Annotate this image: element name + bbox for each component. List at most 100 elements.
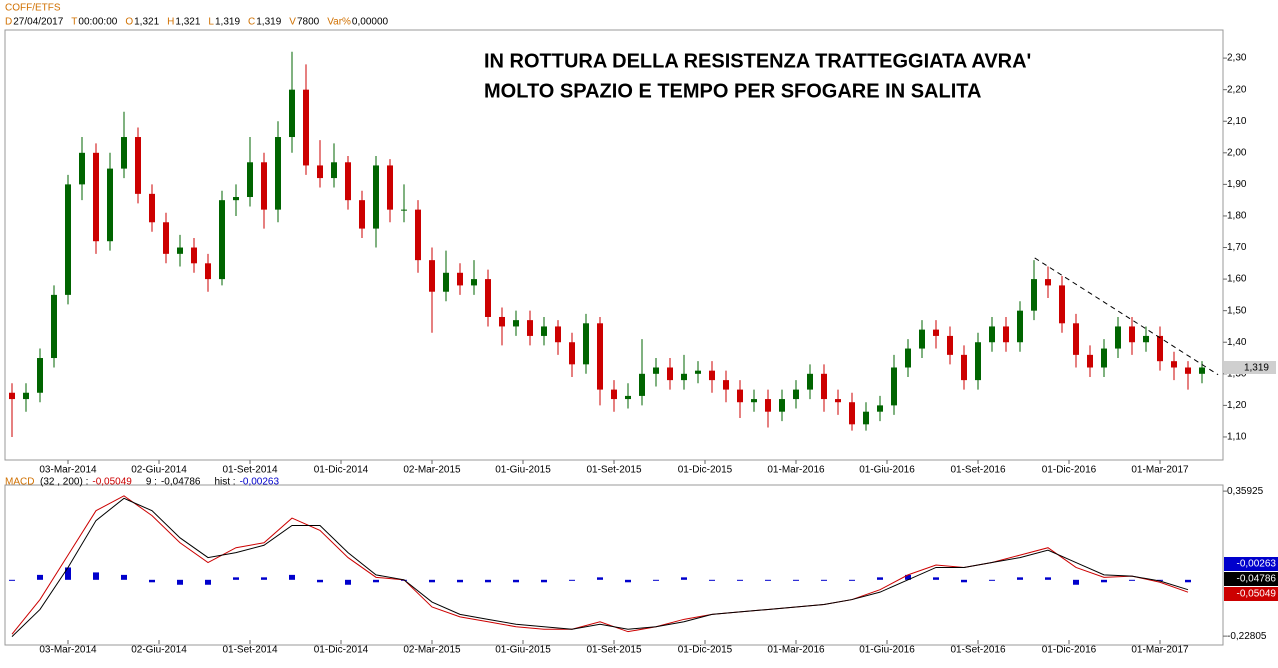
x-tick-label: 01-Set-2015 <box>586 645 641 656</box>
hist-bar <box>121 574 127 580</box>
hist-bar <box>1045 577 1051 580</box>
legend-value: -0,00263 <box>240 477 280 488</box>
x-tick-label: 01-Dic-2014 <box>314 645 369 656</box>
header-value: 1,321 <box>134 17 159 28</box>
hist-bar <box>653 579 659 581</box>
hist-bar <box>429 579 435 583</box>
hist-bar <box>737 579 743 581</box>
hist-bar <box>1185 579 1191 583</box>
candle-body <box>51 294 57 359</box>
candle-body <box>639 373 645 396</box>
hist-bar <box>149 579 155 583</box>
x-tick-label: 01-Dic-2016 <box>1042 645 1097 656</box>
candle-body <box>485 279 491 317</box>
hist-bar <box>961 579 967 583</box>
candle-body <box>891 367 897 406</box>
candle-body <box>1129 326 1135 343</box>
candle-body <box>1171 361 1177 368</box>
macd-line <box>11 497 1189 637</box>
x-tick-label: 02-Giu-2014 <box>131 645 187 656</box>
macd-title: MACD <box>5 477 34 488</box>
header-key: V <box>289 17 296 28</box>
candle-body <box>373 165 379 229</box>
hist-bar <box>821 579 827 581</box>
hist-bar <box>597 577 603 580</box>
candle-body <box>177 247 183 254</box>
y-tick-label: 1,70 <box>1227 242 1247 253</box>
x-tick-label: 01-Dic-2015 <box>678 465 733 476</box>
hist-bar <box>93 572 99 580</box>
hist-bar <box>485 579 491 583</box>
candle-body <box>9 392 15 400</box>
hist-bar <box>1157 579 1163 581</box>
candle-body <box>877 405 883 412</box>
candle-body <box>793 389 799 400</box>
header-value: 1,321 <box>175 17 200 28</box>
x-tick-label: 01-Giu-2016 <box>859 465 915 476</box>
header-key: D <box>5 17 12 28</box>
candle-body <box>653 367 659 374</box>
candle-body <box>191 247 197 264</box>
candle-body <box>597 323 603 390</box>
hist-bar <box>233 577 239 580</box>
hist-bar <box>1129 579 1135 581</box>
x-tick-label: 01-Giu-2016 <box>859 645 915 656</box>
x-tick-label: 01-Dic-2016 <box>1042 465 1097 476</box>
candle-body <box>107 168 113 242</box>
candle-body <box>471 279 477 286</box>
legend-value: -0,05049 <box>92 477 132 488</box>
hist-bar <box>709 579 715 581</box>
candle-body <box>23 392 29 400</box>
candle-body <box>247 162 253 198</box>
candle-body <box>387 165 393 210</box>
y-tick-label: 2,30 <box>1227 53 1247 64</box>
candle-body <box>261 162 267 210</box>
candle-body <box>975 342 981 381</box>
candle-body <box>275 137 281 210</box>
candle-body <box>821 373 827 400</box>
value-box <box>1224 587 1278 601</box>
legend-label: hist : <box>214 477 235 488</box>
candle-body <box>415 209 421 261</box>
hist-bar <box>289 574 295 580</box>
candle-body <box>1185 367 1191 374</box>
x-tick-label: 02-Giu-2014 <box>131 465 187 476</box>
candle-body <box>947 335 953 355</box>
hist-bar <box>905 574 911 580</box>
hist-bar <box>373 579 379 583</box>
candle-body <box>905 348 911 368</box>
x-tick-label: 01-Giu-2015 <box>495 465 551 476</box>
candle-body <box>135 137 141 194</box>
candle-body <box>443 272 449 292</box>
candle-body <box>289 89 295 138</box>
candle-body <box>1017 310 1023 343</box>
hist-bar <box>177 579 183 585</box>
y-tick-label: 1,40 <box>1227 337 1247 348</box>
x-tick-label: 01-Mar-2016 <box>767 465 825 476</box>
hist-bar <box>1101 579 1107 583</box>
candle-body <box>835 399 841 403</box>
header-value: 0,00000 <box>352 17 389 28</box>
header-value: 1,319 <box>256 17 281 28</box>
hist-bar <box>793 579 799 581</box>
y-tick-label: 1,10 <box>1227 432 1247 443</box>
hist-bar <box>625 579 631 583</box>
candle-body <box>219 200 225 280</box>
legend-label: (32 , 200) : <box>40 477 88 488</box>
x-tick-label: 03-Mar-2014 <box>39 645 97 656</box>
candle-body <box>849 402 855 425</box>
candle-body <box>233 197 239 201</box>
y-tick-label: 2,00 <box>1227 147 1247 158</box>
candle-body <box>149 193 155 223</box>
y-tick-label: 1,50 <box>1227 305 1247 316</box>
candle-body <box>555 326 561 343</box>
candle-body <box>933 329 939 336</box>
candle-body <box>331 162 337 179</box>
candle-body <box>499 316 505 327</box>
candle-body <box>1045 279 1051 286</box>
candle-body <box>667 367 673 381</box>
hist-bar <box>317 579 323 583</box>
candle-body <box>1199 367 1205 374</box>
candle-body <box>37 358 43 393</box>
x-tick-label: 01-Set-2014 <box>222 465 277 476</box>
